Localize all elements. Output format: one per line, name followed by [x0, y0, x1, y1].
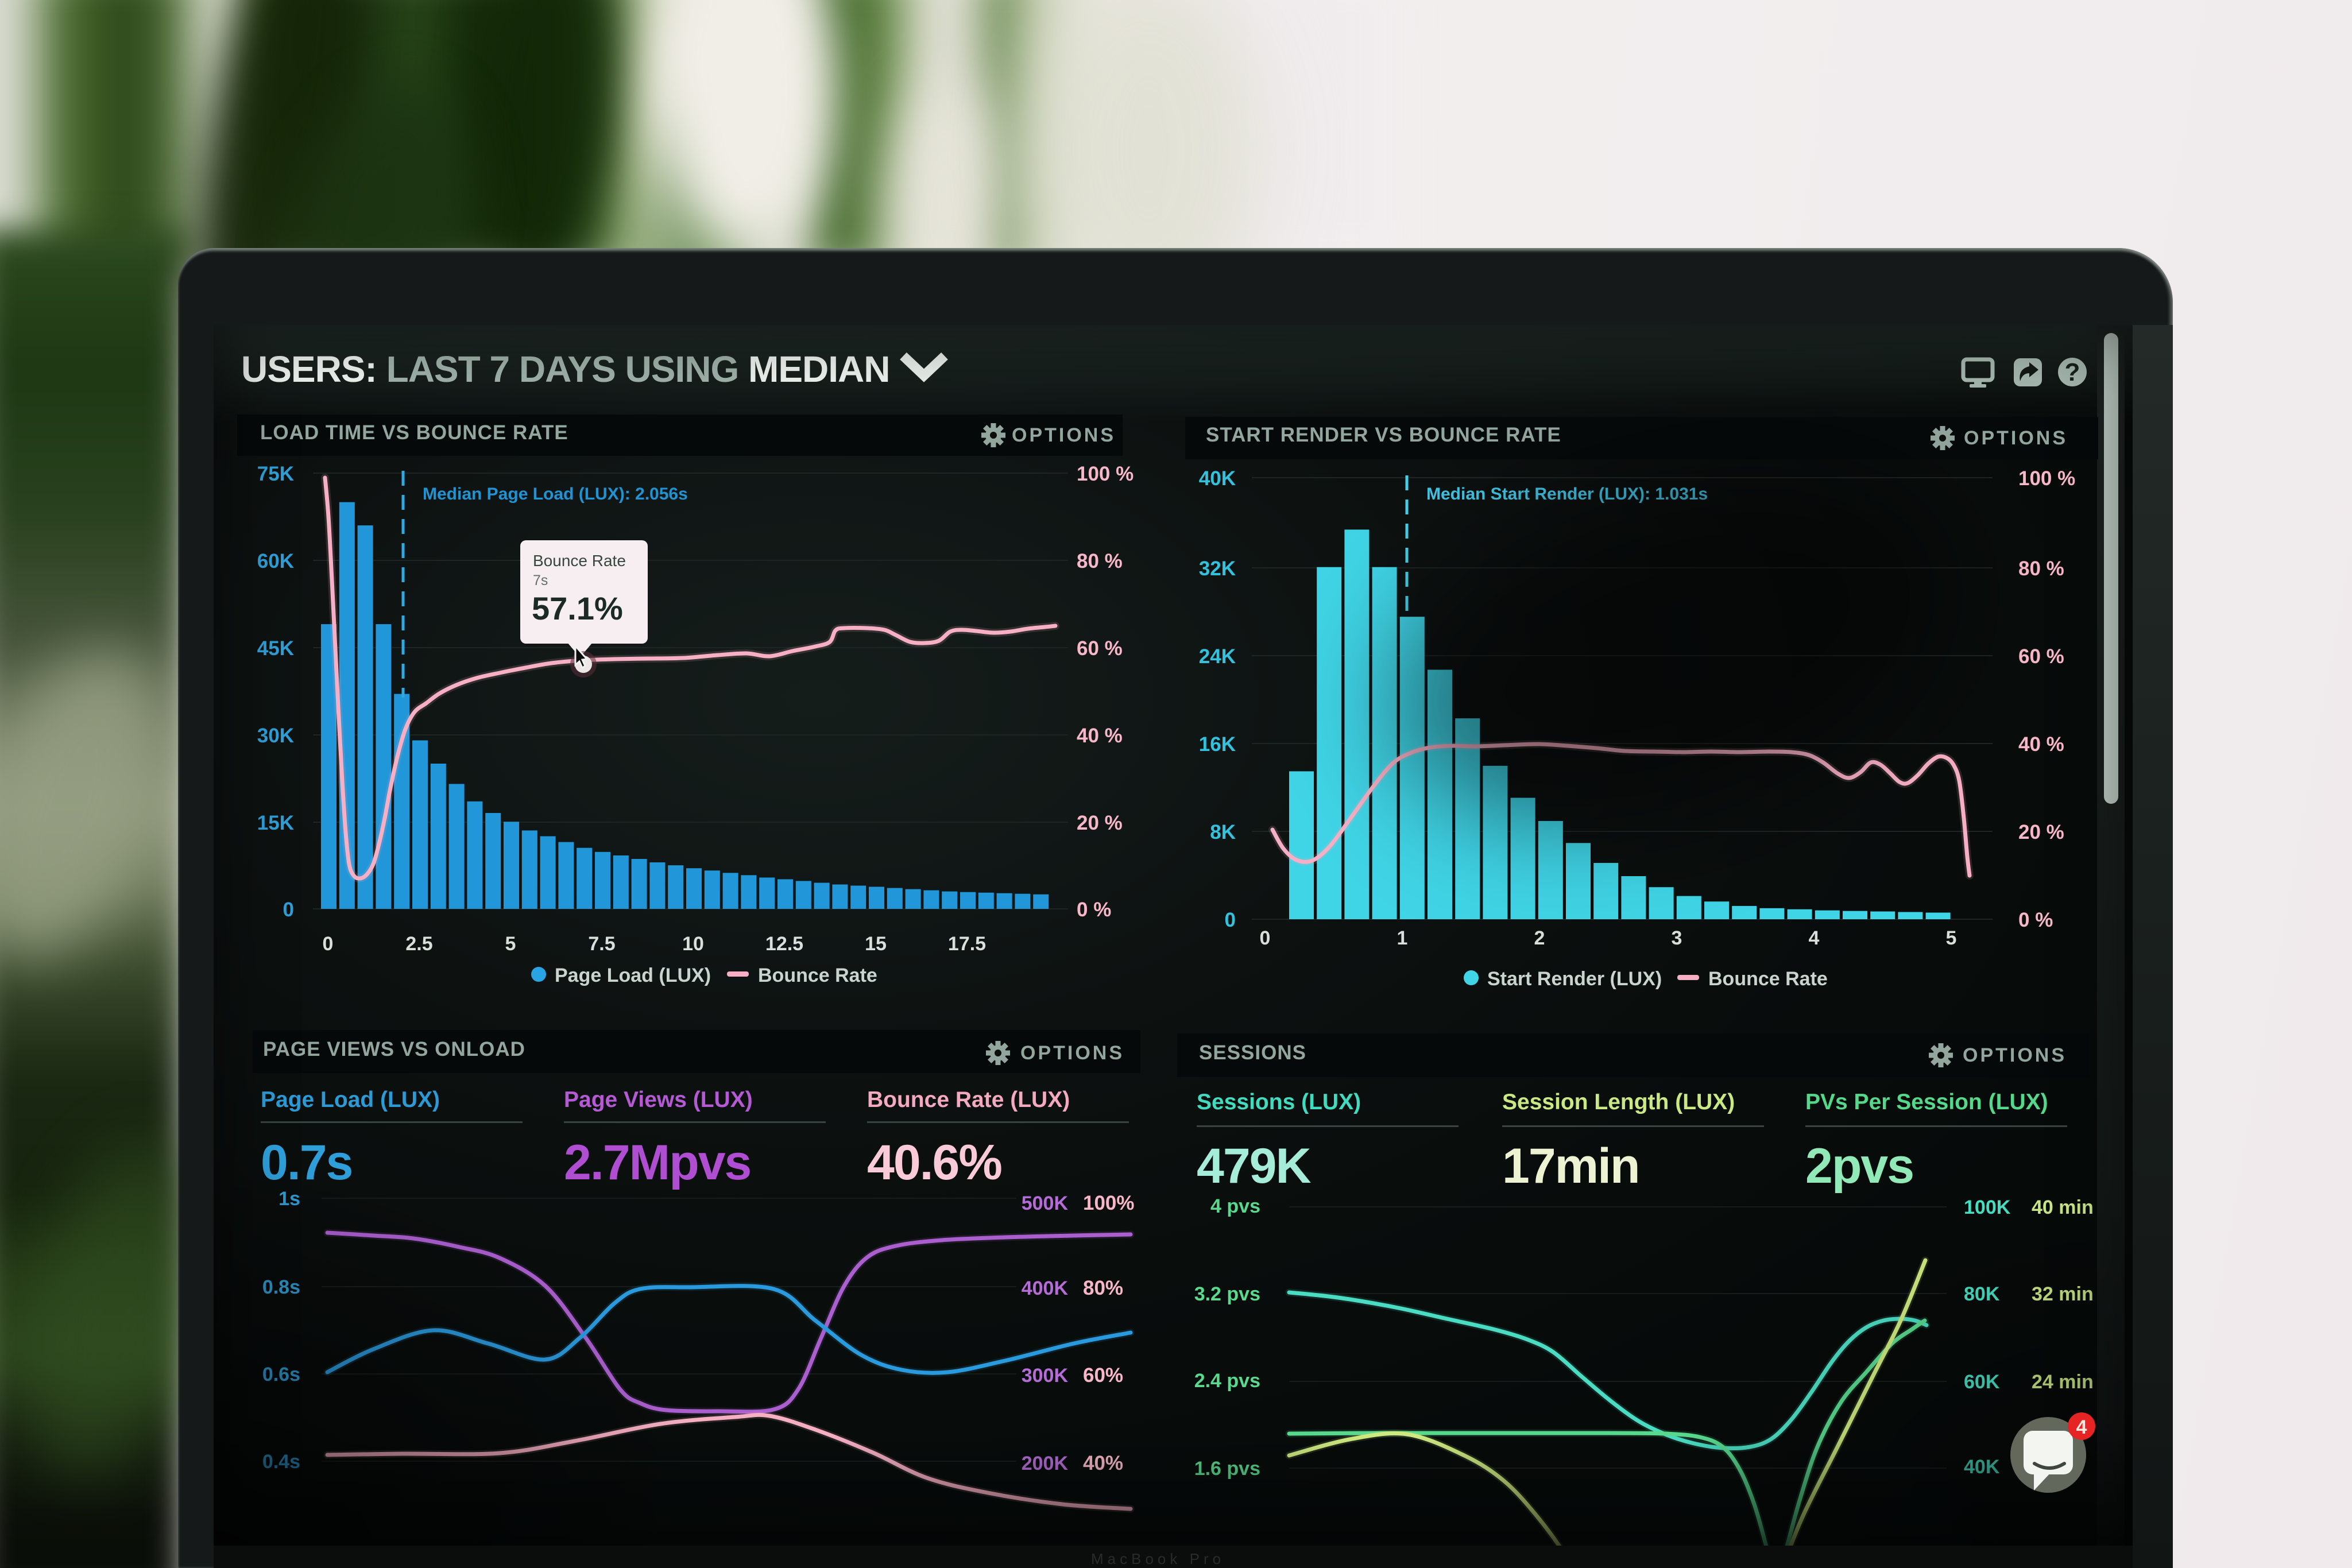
svg-text:40 %: 40 %	[1077, 725, 1123, 747]
svg-text:30K: 30K	[257, 725, 294, 747]
svg-text:75K: 75K	[257, 463, 294, 485]
svg-text:24K: 24K	[1199, 645, 1236, 668]
svg-text:32 min: 32 min	[2032, 1283, 2094, 1305]
svg-text:Bounce Rate: Bounce Rate	[1708, 968, 1828, 990]
svg-text:3.2 pvs: 3.2 pvs	[1194, 1283, 1260, 1305]
svg-text:80%: 80%	[1083, 1277, 1123, 1299]
svg-text:300K: 300K	[1022, 1365, 1069, 1387]
svg-text:Median Start Render (LUX): 1.0: Median Start Render (LUX): 1.031s	[1426, 485, 1708, 504]
svg-text:0 %: 0 %	[1077, 899, 1111, 921]
svg-text:60K: 60K	[1964, 1371, 2000, 1393]
svg-text:60%: 60%	[1083, 1364, 1123, 1387]
svg-text:20 %: 20 %	[2018, 821, 2064, 843]
svg-text:20 %: 20 %	[1077, 812, 1123, 834]
svg-text:100K: 100K	[1964, 1197, 2011, 1218]
svg-text:60 %: 60 %	[2018, 645, 2064, 668]
svg-text:16K: 16K	[1199, 733, 1236, 756]
svg-text:Bounce Rate: Bounce Rate	[758, 965, 877, 986]
svg-text:Start Render (LUX): Start Render (LUX)	[1487, 968, 1662, 990]
svg-text:400K: 400K	[1022, 1277, 1069, 1299]
svg-text:5: 5	[1946, 927, 1957, 949]
svg-text:2.4 pvs: 2.4 pvs	[1194, 1370, 1260, 1392]
svg-text:100 %: 100 %	[2018, 467, 2075, 490]
svg-text:24 min: 24 min	[2032, 1371, 2094, 1393]
svg-text:?: ?	[2065, 358, 2080, 386]
svg-text:0 %: 0 %	[2018, 909, 2053, 931]
svg-text:500K: 500K	[1022, 1193, 1069, 1214]
svg-text:80 %: 80 %	[1077, 550, 1123, 572]
svg-text:40 %: 40 %	[2018, 733, 2064, 756]
svg-text:Median Page Load (LUX): 2.056s: Median Page Load (LUX): 2.056s	[423, 485, 688, 504]
svg-text:2.5: 2.5	[405, 933, 432, 955]
svg-text:7.5: 7.5	[588, 933, 615, 955]
svg-text:2: 2	[1534, 927, 1545, 949]
svg-text:Page Load (LUX): Page Load (LUX)	[555, 965, 711, 986]
svg-text:100%: 100%	[1083, 1192, 1135, 1214]
svg-text:4: 4	[2076, 1416, 2087, 1438]
svg-text:5: 5	[505, 933, 516, 955]
svg-text:60K: 60K	[257, 550, 294, 572]
svg-text:15K: 15K	[257, 812, 294, 834]
svg-text:40K: 40K	[1199, 467, 1236, 490]
svg-text:0: 0	[1225, 909, 1236, 931]
svg-text:32K: 32K	[1199, 557, 1236, 580]
svg-text:1: 1	[1397, 927, 1408, 949]
svg-text:4: 4	[1809, 927, 1820, 949]
svg-text:0: 0	[323, 933, 334, 955]
svg-text:4 pvs: 4 pvs	[1210, 1195, 1260, 1217]
svg-text:10: 10	[682, 933, 704, 955]
svg-text:40 min: 40 min	[2032, 1197, 2094, 1218]
svg-text:80 %: 80 %	[2018, 557, 2064, 580]
svg-text:0: 0	[1260, 927, 1271, 949]
svg-text:15: 15	[865, 933, 887, 955]
svg-text:0: 0	[283, 899, 294, 921]
svg-text:80K: 80K	[1964, 1283, 2000, 1305]
svg-text:12.5: 12.5	[765, 933, 803, 955]
svg-text:17.5: 17.5	[948, 933, 986, 955]
svg-text:3: 3	[1672, 927, 1682, 949]
svg-text:100 %: 100 %	[1077, 463, 1134, 485]
svg-text:8K: 8K	[1210, 821, 1236, 843]
svg-text:60 %: 60 %	[1077, 637, 1123, 660]
svg-text:45K: 45K	[257, 637, 294, 660]
